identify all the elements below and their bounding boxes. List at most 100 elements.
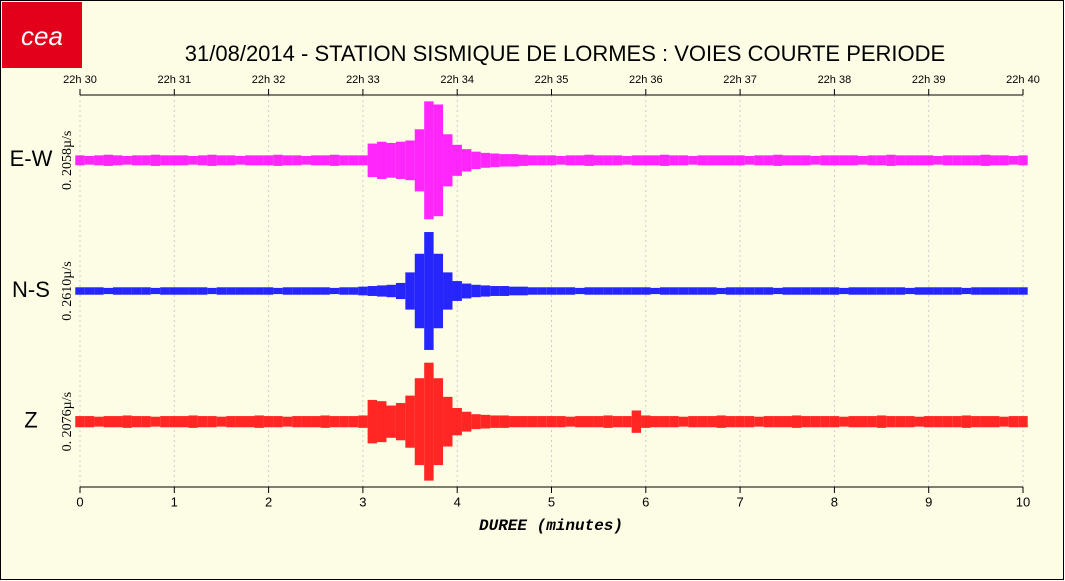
- trace-segment: [716, 155, 726, 166]
- trace-segment: [395, 403, 406, 441]
- top-x-tick-label: 22h 38: [818, 74, 852, 86]
- trace-segment: [358, 415, 368, 428]
- trace-segment: [131, 287, 142, 295]
- x-tick-label: 10: [1016, 494, 1030, 509]
- trace-segment: [226, 416, 236, 428]
- trace-segment: [791, 155, 802, 166]
- trace-segment: [1008, 416, 1019, 428]
- x-tick-label: 1: [171, 494, 178, 509]
- trace-segment: [518, 416, 528, 428]
- trace-segment: [622, 287, 632, 295]
- trace-segment: [791, 287, 802, 295]
- trace-segment: [452, 408, 462, 436]
- trace-segment: [273, 287, 283, 295]
- top-x-tick-label: 22h 40: [1006, 74, 1040, 86]
- x-tick-label: 6: [642, 494, 649, 509]
- trace-segment: [348, 287, 359, 295]
- scale-label: 0. 2610µ/s: [60, 261, 75, 320]
- trace-segment: [942, 287, 953, 295]
- trace-segment: [961, 287, 972, 295]
- trace-segment: [631, 410, 642, 433]
- top-x-tick-label: 22h 36: [629, 74, 663, 86]
- trace-segment: [301, 287, 312, 295]
- trace-segment: [443, 134, 453, 187]
- trace-segment: [782, 287, 792, 295]
- trace-segment: [659, 287, 670, 295]
- trace-segment: [499, 154, 510, 167]
- trace-segment: [971, 416, 981, 428]
- trace-segment: [565, 287, 576, 295]
- trace-segment: [989, 155, 1000, 166]
- trace-segment: [989, 416, 1000, 428]
- trace-segment: [490, 286, 500, 296]
- trace-segment: [197, 416, 208, 428]
- trace-segment: [763, 155, 774, 166]
- trace-segment: [556, 416, 566, 428]
- trace-segment: [254, 155, 264, 166]
- trace-segment: [593, 155, 604, 166]
- trace-segment: [509, 416, 519, 428]
- trace-segment: [744, 416, 755, 428]
- trace-segment: [650, 287, 660, 295]
- trace-segment: [348, 416, 359, 428]
- trace-segment: [839, 416, 849, 427]
- trace-segment: [603, 155, 613, 166]
- trace-segment: [197, 155, 208, 166]
- trace-segment: [942, 155, 953, 166]
- trace-segment: [876, 287, 887, 295]
- trace-segment: [641, 415, 651, 428]
- trace-segment: [603, 415, 613, 428]
- trace-segment: [537, 155, 547, 166]
- trace-segment: [1018, 416, 1028, 428]
- x-tick-label: 3: [359, 494, 366, 509]
- trace-segment: [923, 287, 934, 295]
- trace-segment: [471, 284, 481, 298]
- trace-segment: [593, 416, 604, 428]
- trace-segment: [461, 411, 472, 432]
- trace-segment: [461, 149, 472, 172]
- trace-segment: [527, 416, 538, 428]
- trace-segment: [886, 416, 896, 428]
- trace-segment: [301, 155, 312, 165]
- trace-segment: [131, 416, 142, 428]
- trace-segment: [103, 287, 114, 295]
- trace-segment: [791, 415, 802, 428]
- trace-segment: [301, 416, 312, 428]
- top-x-tick-label: 22h 37: [723, 74, 757, 86]
- trace-segment: [263, 287, 274, 295]
- trace-segment: [867, 287, 877, 295]
- trace-segment: [1008, 155, 1019, 165]
- trace-segment: [1018, 155, 1028, 166]
- trace-segment: [744, 155, 755, 165]
- trace-segment: [424, 101, 434, 220]
- trace-segment: [367, 143, 378, 178]
- trace-segment: [999, 416, 1009, 427]
- trace-segment: [735, 155, 745, 166]
- trace-segment: [141, 416, 151, 428]
- trace-segment: [188, 155, 198, 165]
- trace-segment: [414, 129, 425, 192]
- trace-segment: [678, 155, 689, 166]
- top-x-tick-label: 22h 30: [63, 74, 97, 86]
- trace-segment: [933, 416, 943, 428]
- trace-segment: [688, 155, 698, 165]
- series-name: N-S: [12, 277, 50, 302]
- trace-segment: [575, 416, 585, 428]
- trace-segment: [348, 155, 359, 166]
- trace-segment: [782, 416, 792, 428]
- x-tick-label: 7: [736, 494, 743, 509]
- trace-segment: [575, 287, 585, 295]
- trace-segment: [216, 416, 227, 427]
- trace-segment: [386, 405, 396, 438]
- trace-segment: [282, 155, 293, 166]
- trace-segment: [801, 155, 811, 166]
- trace-segment: [829, 416, 840, 428]
- trace-segment: [820, 287, 830, 295]
- trace-segment: [414, 253, 425, 329]
- trace-segment: [273, 154, 283, 166]
- trace-segment: [537, 416, 547, 428]
- logo-box: [2, 2, 82, 68]
- trace-segment: [980, 154, 990, 166]
- trace-segment: [641, 287, 651, 295]
- trace-segment: [886, 154, 896, 166]
